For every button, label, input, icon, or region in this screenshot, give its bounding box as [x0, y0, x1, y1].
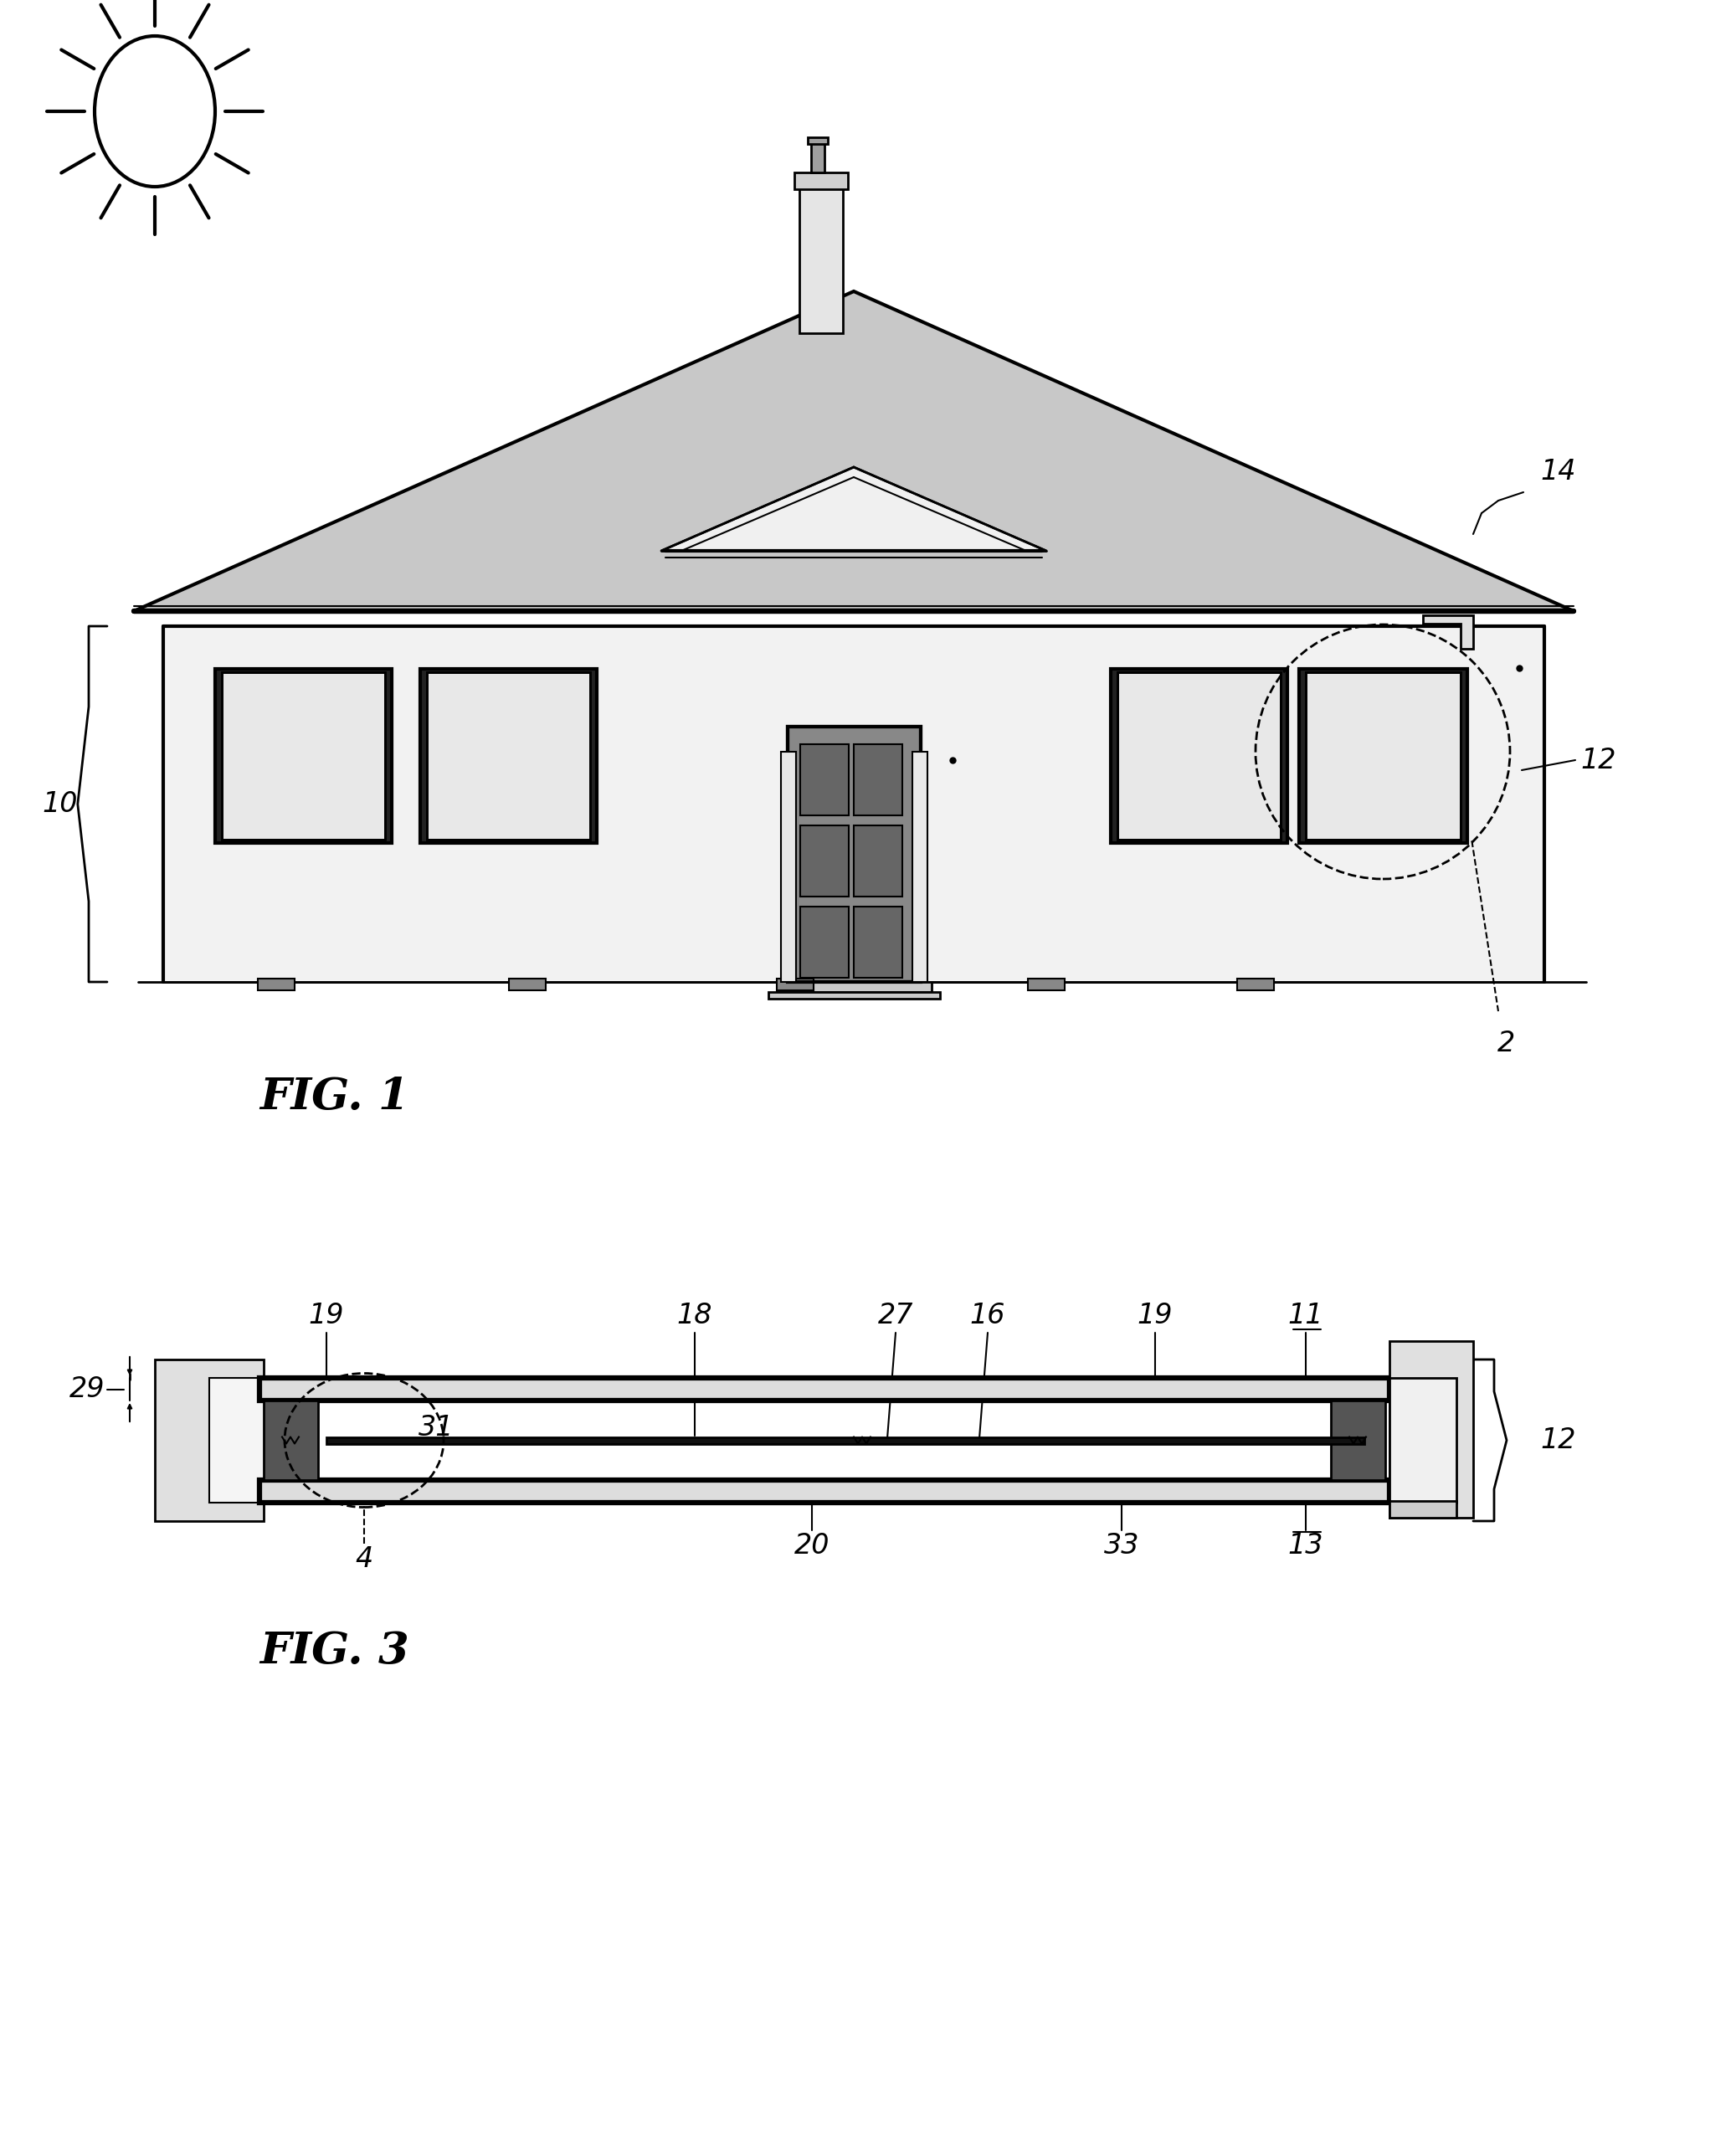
Text: 29: 29 — [69, 1376, 104, 1404]
Bar — [776, 981, 932, 992]
Bar — [1118, 672, 1281, 840]
Text: 19: 19 — [309, 1301, 344, 1329]
Bar — [427, 672, 590, 840]
Text: 18: 18 — [677, 1301, 712, 1329]
Bar — [264, 1401, 318, 1480]
Text: 12: 12 — [1540, 1427, 1576, 1455]
Bar — [781, 751, 797, 981]
Bar — [259, 979, 295, 990]
Bar — [800, 744, 849, 815]
Text: 13: 13 — [1288, 1531, 1323, 1559]
Bar — [1238, 979, 1274, 990]
Bar — [788, 727, 920, 981]
Bar — [1028, 979, 1064, 990]
Bar — [799, 175, 844, 333]
Text: 16: 16 — [970, 1301, 1005, 1329]
Text: 19: 19 — [1137, 1301, 1174, 1329]
Polygon shape — [1424, 614, 1474, 648]
Text: FIG. 1: FIG. 1 — [259, 1075, 410, 1118]
Bar — [155, 1359, 264, 1521]
Bar — [1111, 670, 1288, 843]
Bar — [427, 672, 590, 840]
Ellipse shape — [94, 36, 215, 188]
Bar — [259, 1480, 1389, 1502]
Text: FIG. 3: FIG. 3 — [259, 1630, 410, 1672]
Polygon shape — [661, 467, 1047, 550]
Bar — [1332, 1401, 1385, 1480]
Bar — [854, 907, 903, 977]
Text: 12: 12 — [1580, 747, 1616, 774]
Bar — [509, 979, 545, 990]
Bar — [807, 137, 828, 145]
Bar — [1389, 1342, 1474, 1519]
Bar — [222, 672, 385, 840]
Bar — [1299, 670, 1467, 843]
Bar — [800, 907, 849, 977]
Bar — [769, 992, 939, 998]
Bar — [1389, 1502, 1457, 1519]
Bar — [913, 751, 927, 981]
Bar — [811, 141, 825, 173]
Bar — [1118, 672, 1281, 840]
Bar — [854, 744, 903, 815]
Bar — [795, 173, 847, 190]
Text: 27: 27 — [878, 1301, 913, 1329]
Bar — [222, 672, 385, 840]
Bar — [1305, 672, 1460, 840]
Bar — [776, 979, 814, 990]
Text: 10: 10 — [42, 789, 78, 817]
Bar — [1389, 1378, 1457, 1502]
Text: 20: 20 — [793, 1531, 830, 1559]
Bar — [788, 727, 920, 981]
Text: 14: 14 — [1540, 456, 1576, 484]
Bar — [854, 825, 903, 896]
Polygon shape — [163, 627, 1545, 981]
Text: 4: 4 — [356, 1544, 373, 1572]
Bar — [326, 1438, 1364, 1444]
Bar — [259, 1378, 1389, 1401]
Text: 33: 33 — [1104, 1531, 1139, 1559]
Bar — [210, 1378, 266, 1502]
Bar — [420, 670, 597, 843]
Bar — [800, 825, 849, 896]
Bar — [1305, 672, 1460, 840]
Text: 11: 11 — [1288, 1301, 1323, 1329]
Polygon shape — [134, 292, 1573, 610]
Text: 31: 31 — [418, 1414, 455, 1442]
Bar — [215, 670, 392, 843]
Text: 2: 2 — [1498, 1030, 1516, 1058]
